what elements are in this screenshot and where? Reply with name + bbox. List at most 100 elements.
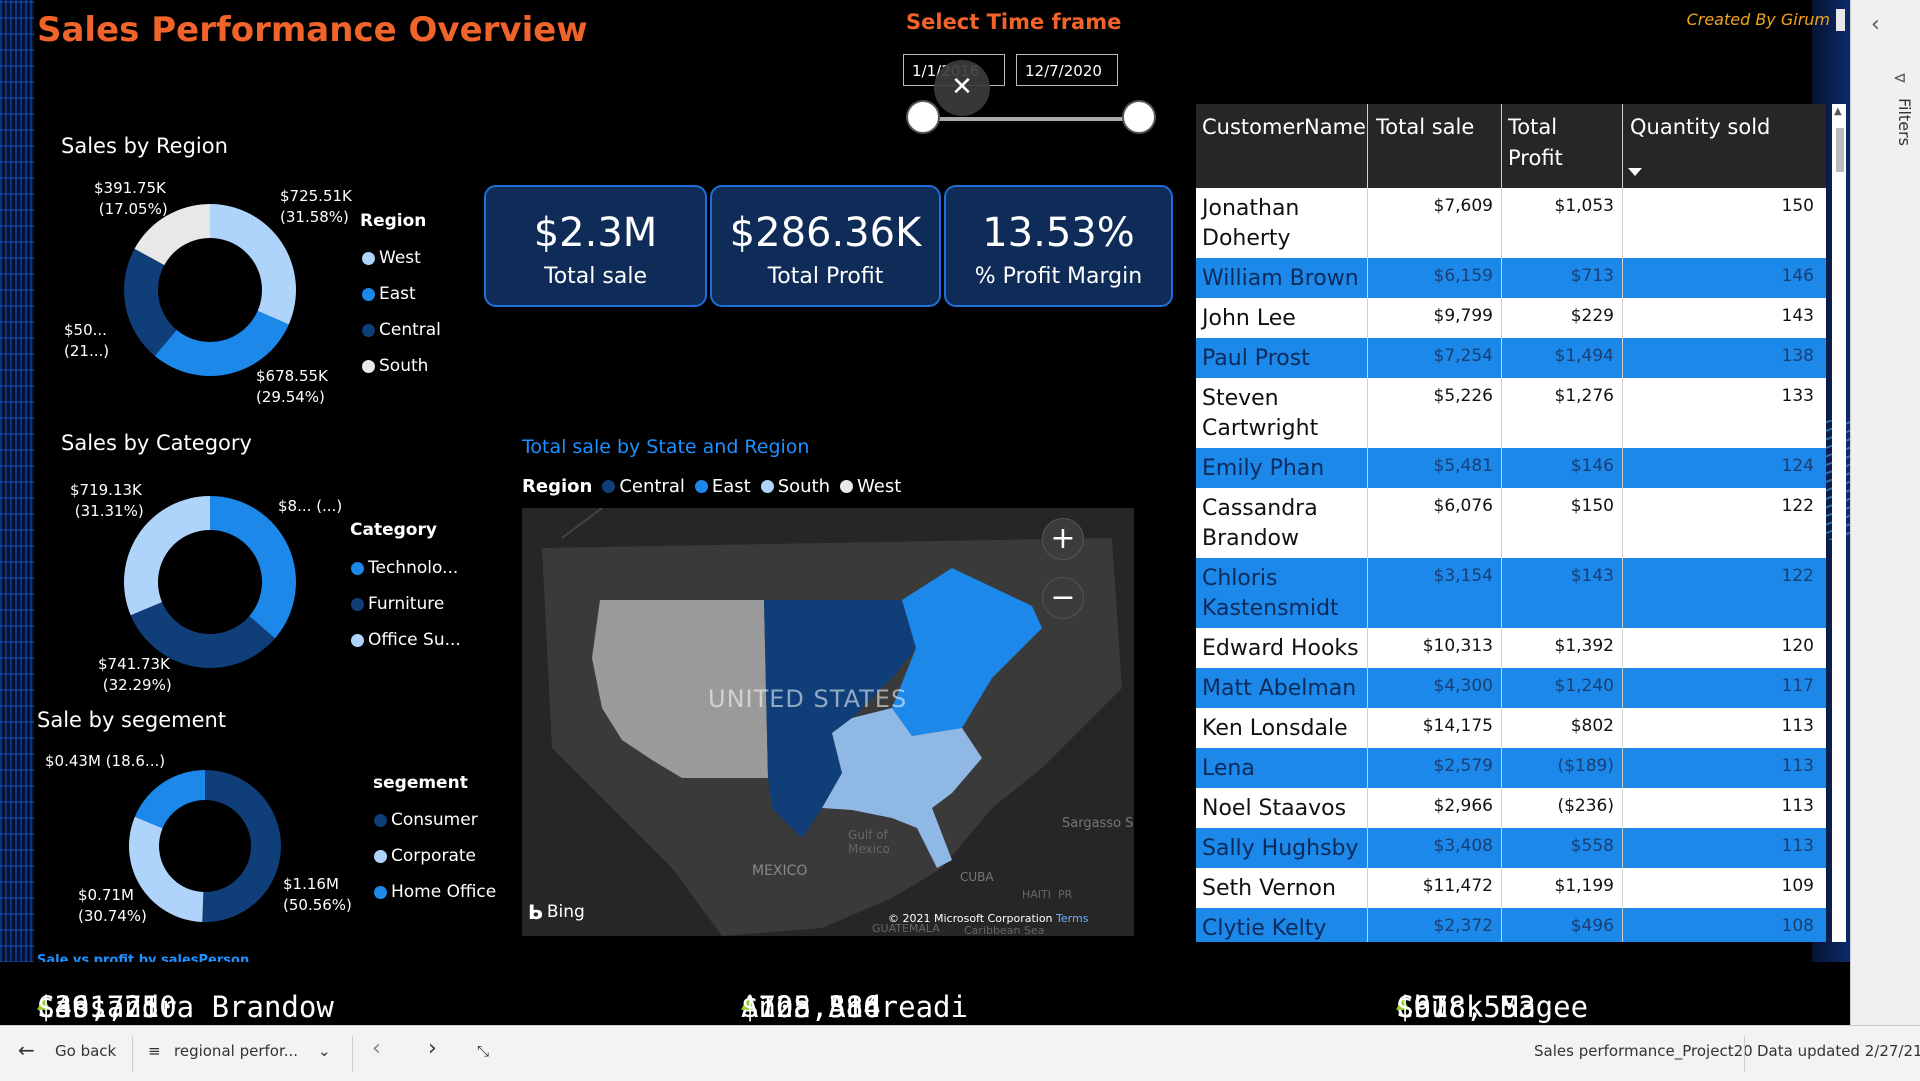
date-slider-end-handle[interactable] <box>1122 100 1156 134</box>
table-row[interactable]: Chloris Kastensmidt $3,154 $143 122 <box>1196 558 1826 628</box>
donut-slice-corporate[interactable] <box>128 816 204 922</box>
map-legend-central[interactable]: Central <box>602 476 685 497</box>
legend-item-home-office[interactable]: Home Office <box>374 874 496 910</box>
table-row[interactable]: Noel Staavos $2,966 ($236) 113 <box>1196 788 1826 828</box>
region-donut[interactable] <box>110 190 310 390</box>
legend-dot-icon <box>351 597 364 611</box>
legend-dot-icon <box>362 323 375 337</box>
cell-total-profit: ($189) <box>1557 756 1614 776</box>
donut-slice-furniture[interactable] <box>130 602 275 668</box>
donut-slice-south[interactable] <box>134 204 210 266</box>
next-page-icon[interactable]: › <box>428 1036 437 1061</box>
date-slider-track[interactable] <box>925 117 1140 121</box>
table-row[interactable]: Steven Cartwright $5,226 $1,276 133 <box>1196 378 1826 448</box>
header-quantity-sold[interactable]: Quantity sold <box>1630 115 1771 139</box>
map-legend-south[interactable]: South <box>760 476 830 497</box>
donut-slice-central[interactable] <box>123 248 177 356</box>
prev-page-icon[interactable]: ‹ <box>372 1036 381 1061</box>
map-legend-west[interactable]: West <box>840 476 901 497</box>
cell-total-sale: $10,313 <box>1422 636 1493 656</box>
fullscreen-exit-icon[interactable]: ⤡ <box>477 1042 490 1060</box>
page-selector[interactable]: regional perfor... <box>174 1042 299 1060</box>
end-date-input[interactable]: 12/7/2020 <box>1016 54 1118 86</box>
report-canvas: Sales Performance Overview Created By Gi… <box>0 0 1850 1025</box>
back-arrow-icon[interactable]: ← <box>18 1038 35 1062</box>
cell-total-profit: $1,494 <box>1554 346 1614 366</box>
segment-donut[interactable] <box>105 746 305 946</box>
kpi-card-total-sale[interactable]: $2.3M Total sale <box>484 185 707 307</box>
legend-item-technology[interactable]: Technolo... <box>351 550 461 586</box>
map-zoom-in-button[interactable]: + <box>1042 518 1084 560</box>
region-central[interactable] <box>764 600 916 838</box>
cell-quantity-sold: 113 <box>1781 716 1814 736</box>
page-list-icon[interactable]: ≡ <box>148 1042 161 1060</box>
donut-slice-west[interactable] <box>210 204 296 325</box>
legend-item-corporate[interactable]: Corporate <box>374 838 496 874</box>
date-slider-start-handle[interactable] <box>906 100 940 134</box>
table-row[interactable]: Matt Abelman $4,300 $1,240 117 <box>1196 668 1826 708</box>
kpi-value: $286.36K <box>729 210 922 256</box>
cell-total-sale: $5,226 <box>1433 386 1493 406</box>
table-row[interactable]: Lena Cacioppo$2,579($189)113 <box>1196 748 1826 811</box>
cell-customer-name: Emily Phan <box>1202 456 1325 481</box>
scroll-up-icon[interactable]: ▲ <box>1834 106 1842 117</box>
kpi-card-total-profit[interactable]: $286.36K Total Profit <box>710 185 941 307</box>
donut-slice-technolo-[interactable] <box>210 496 296 639</box>
table-scrollbar[interactable] <box>1832 104 1846 942</box>
table-scrollbar-thumb[interactable] <box>1836 128 1844 172</box>
sort-desc-icon[interactable] <box>1628 168 1642 176</box>
map-zoom-out-button[interactable]: − <box>1042 577 1084 619</box>
header-total-sale[interactable]: Total sale <box>1376 115 1475 139</box>
table-row[interactable]: Sally Hughsby $3,408 $558 113 <box>1196 828 1826 868</box>
header-customer-name[interactable]: CustomerName <box>1202 115 1366 139</box>
go-back-button[interactable]: Go back <box>55 1042 117 1060</box>
cell-quantity-sold: 108 <box>1781 916 1814 936</box>
table-row[interactable]: Cassandra Brandow $6,076 $150 122 <box>1196 488 1826 558</box>
table-row[interactable]: Jonathan Doherty $7,609 $1,053 150 <box>1196 188 1826 258</box>
table-row[interactable]: Emily Phan $5,481 $146 124 <box>1196 448 1826 488</box>
map-legend-east[interactable]: East <box>694 476 751 497</box>
legend-item-west[interactable]: West <box>362 240 441 276</box>
table-row[interactable]: Seth Vernon $11,472 $1,199 109 <box>1196 868 1826 908</box>
region-map[interactable]: UNITED STATES MEXICO Gulf of Mexico CUBA… <box>522 508 1134 936</box>
legend-item-south[interactable]: South <box>362 348 441 384</box>
donut-slice-east[interactable] <box>154 310 289 376</box>
region-east[interactable] <box>892 568 1042 736</box>
legend-item-consumer[interactable]: Consumer <box>374 802 496 838</box>
donut-slice-consumer[interactable] <box>202 770 281 922</box>
table-row[interactable]: Edward Hooks $10,313 $1,392 120 <box>1196 628 1826 668</box>
legend-item-furniture[interactable]: Furniture <box>351 586 461 622</box>
legend-item-office-supplies[interactable]: Office Su... <box>351 622 461 658</box>
legend-item-east[interactable]: East <box>362 276 441 312</box>
table-row[interactable]: Clytie Kelty $2,372 $496 108 <box>1196 908 1826 942</box>
filters-pane[interactable]: ‹ ⊲ Filters <box>1850 0 1920 1025</box>
cell-quantity-sold: 133 <box>1781 386 1814 406</box>
legend-item-central[interactable]: Central <box>362 312 441 348</box>
table-row[interactable]: John Lee $9,799 $229 143 <box>1196 298 1826 338</box>
up-arrow-icon: ▲ <box>1396 990 1410 1015</box>
chevron-down-icon[interactable]: ⌄ <box>318 1042 331 1060</box>
donut-slice-office-su-[interactable] <box>123 496 210 616</box>
table-row[interactable]: Ken Lonsdale $14,175 $802 113 <box>1196 708 1826 748</box>
filters-label[interactable]: Filters <box>1895 98 1914 146</box>
page-title: Sales Performance Overview <box>37 10 588 50</box>
category-donut[interactable] <box>110 482 310 682</box>
cell-total-sale: $7,254 <box>1433 346 1493 366</box>
table-header: CustomerName Total sale Total Profit Qua… <box>1196 104 1826 188</box>
legend-dot-icon <box>362 287 375 301</box>
cell-quantity-sold: 113 <box>1781 756 1814 776</box>
chevron-left-icon[interactable]: ‹ <box>1871 12 1880 37</box>
table-row[interactable]: Paul Prost $7,254 $1,494 138 <box>1196 338 1826 378</box>
clear-selection-button[interactable]: ✕ <box>934 60 990 116</box>
header-total-profit[interactable]: Total Profit <box>1508 115 1563 170</box>
region-west[interactable] <box>592 600 768 778</box>
region-south[interactable] <box>822 708 982 868</box>
kpi-card-profit-margin[interactable]: 13.53% % Profit Margin <box>944 185 1173 307</box>
cell-customer-name: Cassandra Brandow <box>1202 496 1318 551</box>
map-terms-link[interactable]: Terms <box>1056 912 1089 925</box>
table-row[interactable]: William Brown $6,159 $713 146 <box>1196 258 1826 298</box>
cell-total-sale: $2,372 <box>1433 916 1493 936</box>
donut-slice-home-office[interactable] <box>134 770 205 829</box>
map-legend-title: Region <box>522 476 593 497</box>
customer-table[interactable]: CustomerName Total sale Total Profit Qua… <box>1196 104 1826 942</box>
